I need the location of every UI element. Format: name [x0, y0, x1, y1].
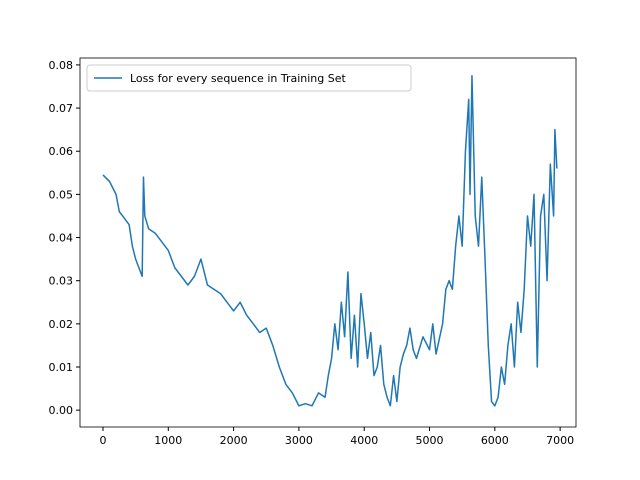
y-tick-label: 0.05	[49, 188, 74, 201]
y-tick-label: 0.02	[49, 318, 74, 331]
x-tick-label: 1000	[154, 434, 182, 447]
x-tick-label: 4000	[350, 434, 378, 447]
plot-frame	[79, 57, 577, 428]
y-tick-label: 0.06	[49, 145, 74, 158]
x-tick-label: 6000	[481, 434, 509, 447]
y-tick-label: 0.08	[49, 59, 74, 72]
x-tick-label: 7000	[546, 434, 574, 447]
y-tick-label: 0.04	[49, 232, 74, 245]
legend-label: Loss for every sequence in Training Set	[130, 72, 346, 85]
x-tick-label: 3000	[285, 434, 313, 447]
y-tick-label: 0.07	[49, 102, 74, 115]
y-tick-label: 0.01	[49, 361, 74, 374]
x-tick-label: 2000	[220, 434, 248, 447]
series-line	[102, 74, 558, 407]
x-tick-label: 5000	[416, 434, 444, 447]
legend-box	[86, 64, 412, 92]
x-tick-label: 0	[99, 434, 106, 447]
y-tick-label: 0.03	[49, 275, 74, 288]
y-tick-label: 0.00	[49, 404, 74, 417]
